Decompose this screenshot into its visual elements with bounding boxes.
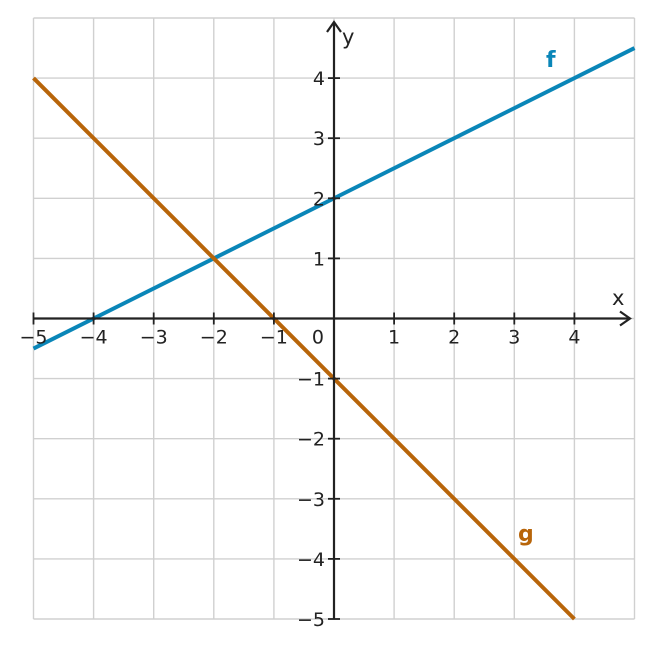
y-tick-label: −1 bbox=[297, 369, 325, 391]
series-label-g: g bbox=[518, 522, 534, 547]
y-tick-label: 2 bbox=[313, 188, 325, 210]
x-tick-label: 3 bbox=[508, 327, 520, 349]
x-tick-label: −3 bbox=[140, 327, 168, 349]
y-tick-label: −2 bbox=[297, 429, 325, 451]
y-tick-label: −5 bbox=[297, 609, 325, 631]
x-tick-label: 2 bbox=[448, 327, 460, 349]
axes-group bbox=[33, 20, 632, 619]
y-tick-label: −3 bbox=[297, 489, 325, 511]
y-tick-label: 4 bbox=[313, 68, 325, 90]
series-line-g bbox=[32, 76, 576, 621]
origin-label: 0 bbox=[312, 327, 324, 349]
x-tick-label: 4 bbox=[568, 327, 580, 349]
x-tick-label: 1 bbox=[388, 327, 400, 349]
y-tick-label: 3 bbox=[313, 128, 325, 150]
x-tick-label: −1 bbox=[260, 327, 288, 349]
x-tick-label: −2 bbox=[200, 327, 228, 349]
y-axis-label: y bbox=[342, 25, 354, 49]
x-tick-label: −5 bbox=[19, 327, 47, 349]
y-tick-label: −4 bbox=[297, 549, 325, 571]
y-axis-arrow bbox=[326, 20, 342, 33]
x-axis-label: x bbox=[612, 286, 624, 310]
ticks-group: −5 −4 −3 −2 −1 1 2 3 4 −5 −4 −3 −2 −1 1 2 3 4 0 bbox=[19, 68, 580, 631]
x-axis-arrow bbox=[619, 310, 632, 327]
series-label-f: f bbox=[546, 48, 556, 73]
y-tick-label: 1 bbox=[313, 248, 325, 270]
x-tick-label: −4 bbox=[80, 327, 108, 349]
